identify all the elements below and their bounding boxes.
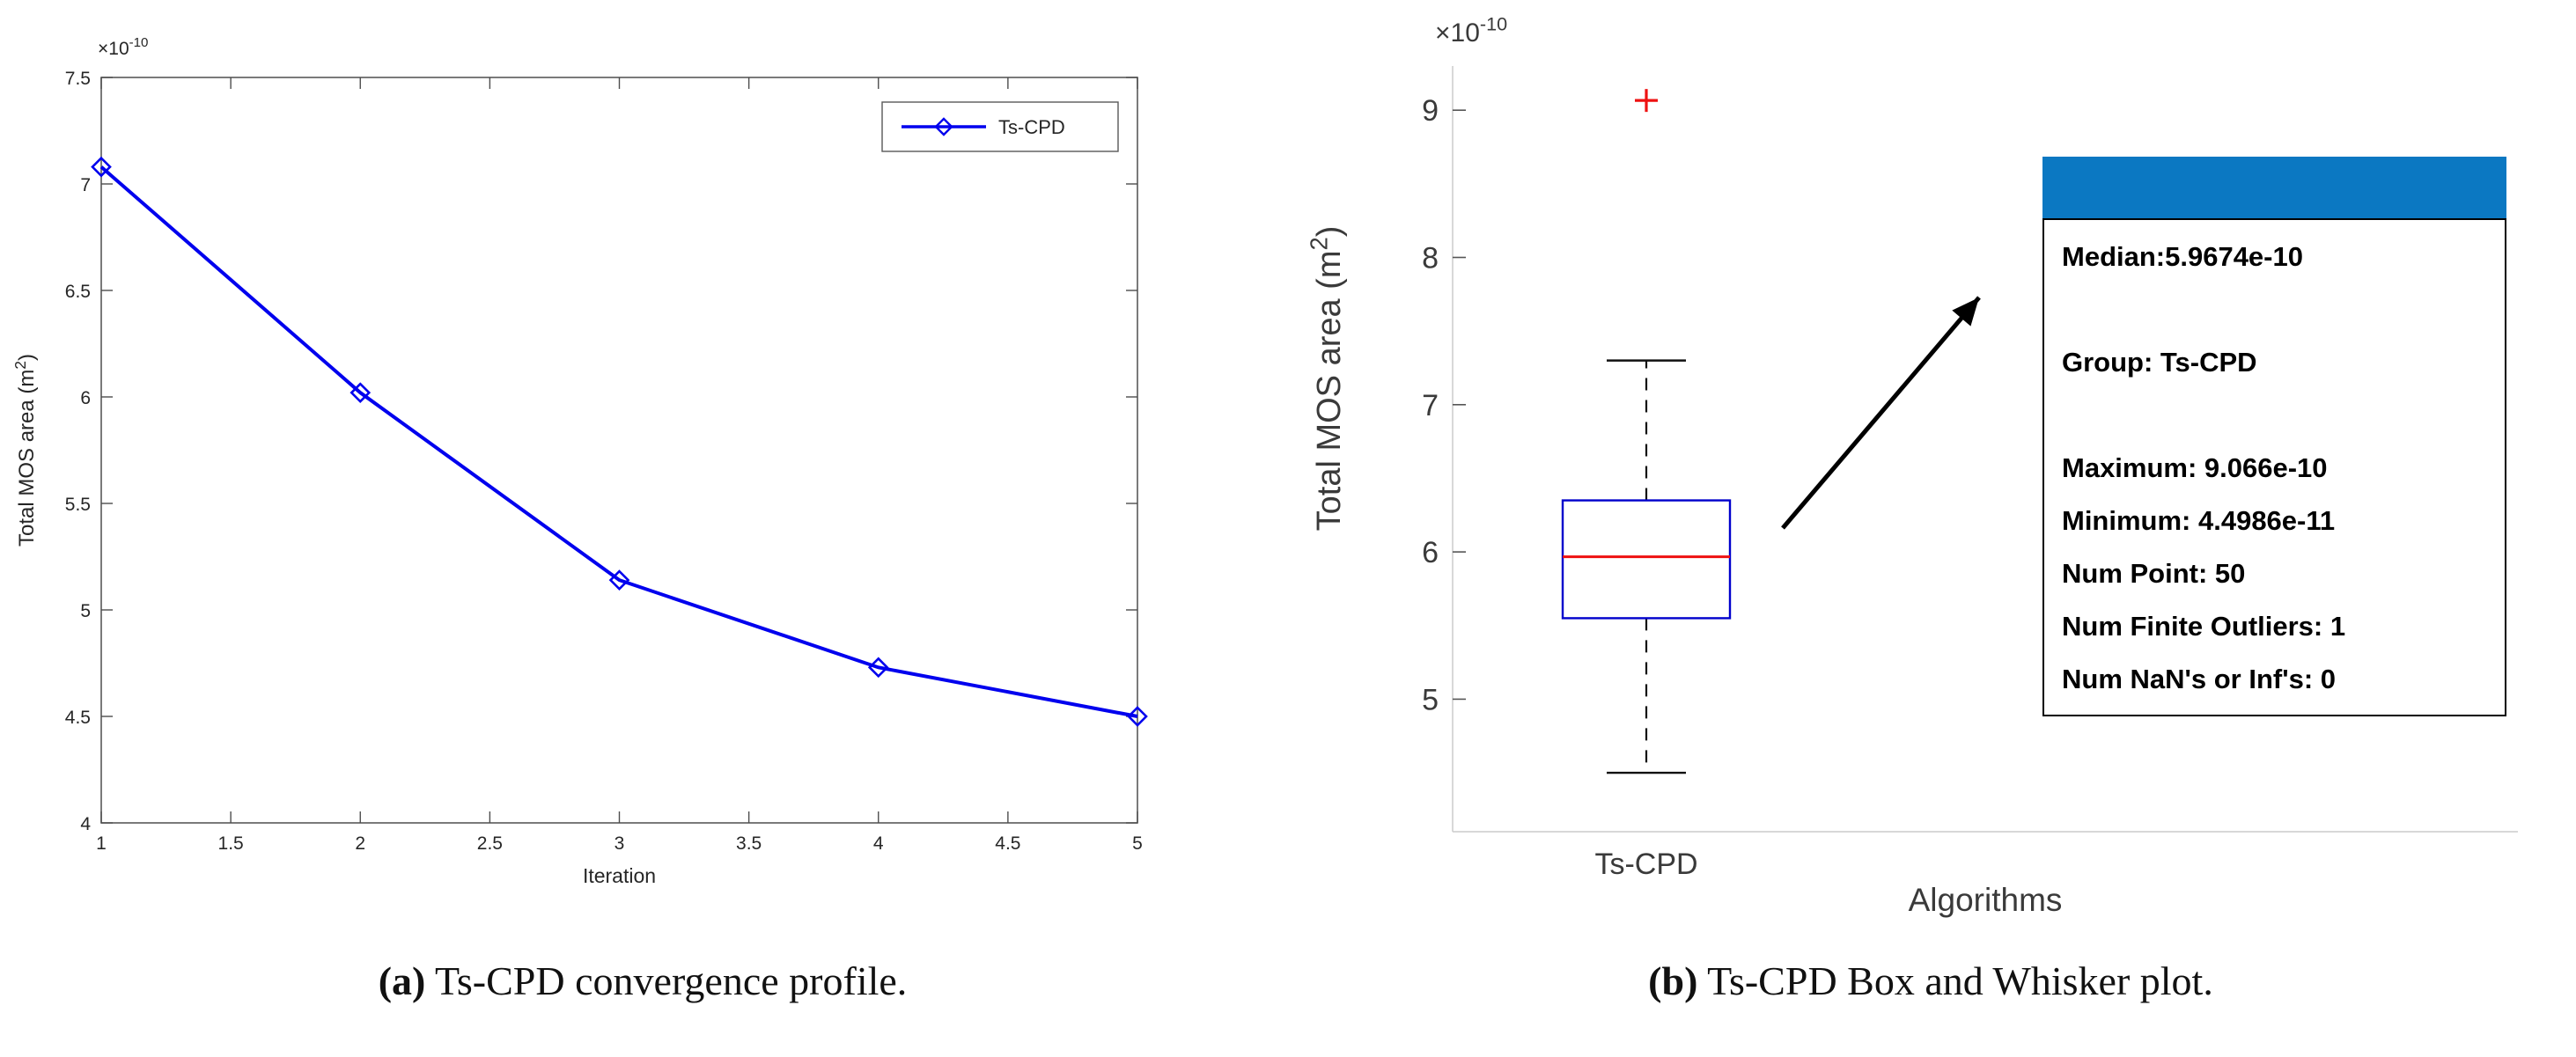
panel-boxplot: 5 6 7 8 9 ×10-10 Total MOS area (m2) Ts-CPD Algo…	[1285, 0, 2576, 1057]
marker-diamond	[867, 657, 889, 679]
x-tick-label: 3.5	[736, 833, 762, 854]
marker-diamond	[934, 117, 953, 136]
y-tick-label: 7	[80, 175, 91, 195]
legend-label: Ts-CPD	[998, 116, 1065, 138]
datatip[interactable]: Median:5.9674e-10 Group: Ts-CPD Maximum: 9…	[2042, 157, 2506, 716]
datatip-line: Median:5.9674e-10	[2062, 241, 2303, 272]
y-tick-label: 6.5	[65, 282, 91, 302]
annotation-arrow-head	[1952, 297, 1979, 327]
box-whisker-chart: 5 6 7 8 9 ×10-10 Total MOS area (m2) Ts-CPD Algo…	[1306, 12, 2518, 918]
panel-convergence: 4 4.5 5 5.5 6 6.5 7 7.5 1 1.5 2 2.5 3 3.5 4 4.5 5 ×10-10 I…	[0, 0, 1285, 1057]
caption-a: (a) Ts-CPD convergence profile.	[0, 958, 1285, 1004]
datatip-line: Minimum: 4.4986e-11	[2062, 505, 2336, 536]
datatip-line	[2062, 283, 2496, 336]
x-tick-label: 2	[355, 833, 365, 854]
series-line	[99, 165, 1138, 718]
annotation-arrow-shaft	[1781, 296, 1981, 530]
y-tick-label: 5	[1422, 683, 1439, 716]
y-tick-label: 4	[80, 814, 91, 834]
marker-diamond	[350, 382, 372, 403]
x-tick-label: 4.5	[995, 833, 1020, 854]
datatip-line: Num NaN's or Inf's: 0	[2062, 664, 2337, 694]
datatip-header[interactable]	[2042, 157, 2506, 218]
datatip-line	[2062, 389, 2496, 442]
y-tick-label: 7.5	[65, 69, 91, 89]
y-tick-label: 6	[80, 388, 91, 408]
caption-b-label: (b)	[1648, 958, 1698, 1003]
marker-diamond	[91, 156, 112, 178]
x-tick-label: 1.5	[218, 833, 244, 854]
iqr-box	[1561, 499, 1732, 620]
y-axis-label: Total MOS area (m2)	[1306, 226, 1348, 532]
y-axis-label: Total MOS area (m2)	[11, 354, 39, 547]
y-tick-label: 9	[1422, 94, 1439, 128]
datatip-line: Num Point: 50	[2062, 558, 2246, 589]
y-axis-multiplier: ×10-10	[98, 35, 148, 59]
x-tick-label: 3	[615, 833, 625, 854]
x-axis-label: Algorithms	[1909, 882, 2063, 918]
datatip-line: Group: Ts-CPD	[2062, 347, 2257, 378]
caption-a-label: (a)	[378, 958, 426, 1003]
marker-diamond	[608, 569, 630, 591]
x-tick-label: 4	[873, 833, 884, 854]
y-tick-label: 5	[80, 601, 91, 621]
marker-diamond	[1127, 706, 1148, 727]
y-tick-label: 7	[1422, 389, 1439, 422]
y-axis-multiplier: ×10-10	[1435, 12, 1507, 48]
caption-b: (b) Ts-CPD Box and Whisker plot.	[1285, 958, 2576, 1004]
datatip-line: Maximum: 9.066e-10	[2062, 452, 2328, 483]
y-tick-label: 5.5	[65, 495, 91, 515]
x-tick-label: 1	[96, 833, 107, 854]
x-axis-label: Iteration	[583, 864, 656, 887]
datatip-line: Num Finite Outliers: 1	[2062, 611, 2346, 642]
y-tick-label: 4.5	[65, 708, 91, 728]
y-tick-label: 8	[1422, 242, 1439, 275]
x-tick-label: 2.5	[477, 833, 503, 854]
x-tick-label: 5	[1132, 833, 1143, 854]
convergence-line-chart: 4 4.5 5 5.5 6 6.5 7 7.5 1 1.5 2 2.5 3 3.5 4 4.5 5 ×10-10 I…	[11, 35, 1148, 887]
caption-b-text: Ts-CPD Box and Whisker plot.	[1697, 958, 2213, 1003]
caption-a-text: Ts-CPD convergence profile.	[425, 958, 908, 1003]
y-tick-label: 6	[1422, 536, 1439, 569]
datatip-body: Median:5.9674e-10 Group: Ts-CPD Maximum: 9…	[2042, 218, 2506, 716]
x-category-label: Ts-CPD	[1594, 848, 1697, 881]
plot-box	[100, 77, 1138, 824]
